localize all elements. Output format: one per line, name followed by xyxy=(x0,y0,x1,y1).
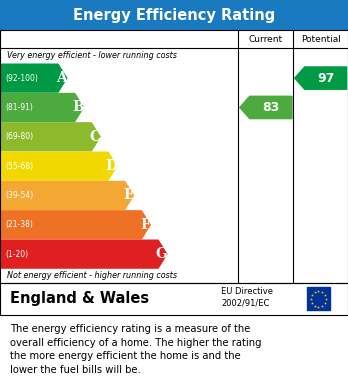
Text: 83: 83 xyxy=(262,101,279,114)
Text: Potential: Potential xyxy=(301,35,341,44)
Text: (69-80): (69-80) xyxy=(5,132,33,141)
Text: England & Wales: England & Wales xyxy=(10,291,150,306)
Text: B: B xyxy=(72,100,84,115)
Bar xyxy=(0,0,348,30)
Bar xyxy=(0,283,348,315)
Polygon shape xyxy=(0,152,117,180)
Polygon shape xyxy=(0,181,134,210)
Polygon shape xyxy=(295,67,347,89)
Text: (55-68): (55-68) xyxy=(5,161,33,170)
Bar xyxy=(307,287,330,310)
Text: (1-20): (1-20) xyxy=(5,249,28,258)
Polygon shape xyxy=(0,64,67,92)
Text: (21-38): (21-38) xyxy=(5,220,33,229)
Polygon shape xyxy=(0,93,84,121)
Text: Energy Efficiency Rating: Energy Efficiency Rating xyxy=(73,7,275,23)
Text: D: D xyxy=(105,159,118,173)
Text: Current: Current xyxy=(249,35,283,44)
Text: The energy efficiency rating is a measure of the
overall efficiency of a home. T: The energy efficiency rating is a measur… xyxy=(10,324,262,375)
Text: (39-54): (39-54) xyxy=(5,191,33,200)
Text: C: C xyxy=(89,130,101,144)
Text: Very energy efficient - lower running costs: Very energy efficient - lower running co… xyxy=(7,51,177,60)
Bar xyxy=(0,283,348,315)
Bar xyxy=(0,30,348,283)
Polygon shape xyxy=(0,123,100,151)
Text: G: G xyxy=(156,247,168,261)
Text: EU Directive
2002/91/EC: EU Directive 2002/91/EC xyxy=(221,287,273,308)
Text: 97: 97 xyxy=(317,72,334,84)
Text: F: F xyxy=(140,218,150,232)
Polygon shape xyxy=(240,96,292,118)
Text: A: A xyxy=(56,71,67,85)
Text: (92-100): (92-100) xyxy=(5,74,38,83)
Polygon shape xyxy=(0,211,150,239)
Text: E: E xyxy=(123,188,134,203)
Text: Not energy efficient - higher running costs: Not energy efficient - higher running co… xyxy=(7,271,177,280)
Polygon shape xyxy=(0,240,167,268)
Text: (81-91): (81-91) xyxy=(5,103,33,112)
